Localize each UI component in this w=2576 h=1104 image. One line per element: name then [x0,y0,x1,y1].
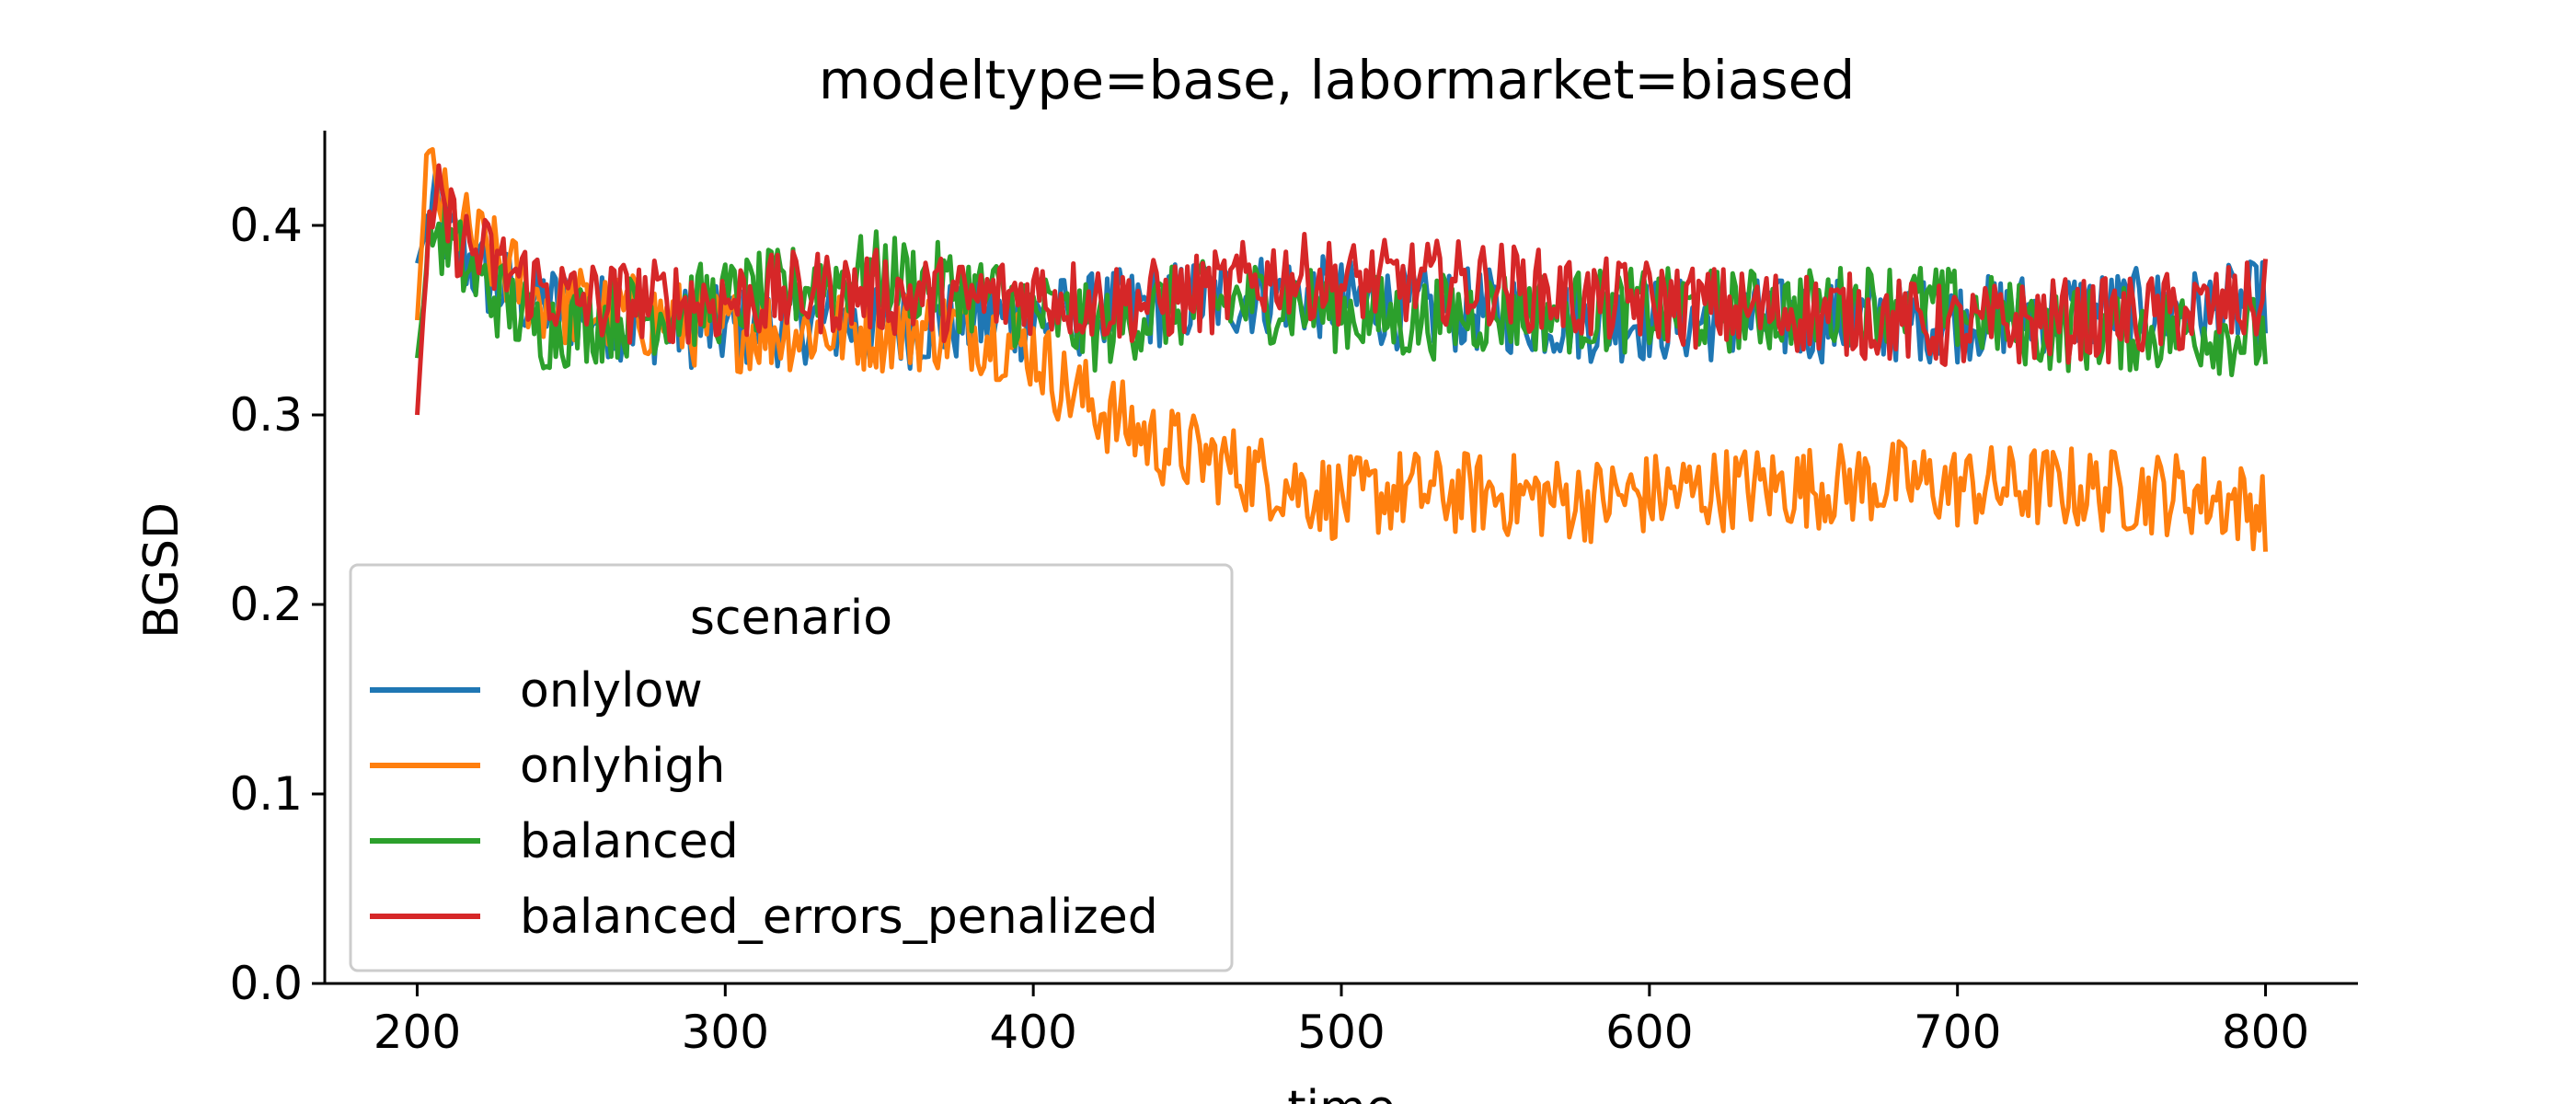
x-tick-label: 600 [1605,1006,1693,1059]
legend-label-onlylow: onlylow [520,663,703,719]
x-tick-label: 200 [374,1006,461,1059]
y-axis-label: BGSD [134,502,190,638]
x-tick-label: 500 [1297,1006,1385,1059]
x-tick-label: 700 [1914,1006,2001,1059]
x-tick-label: 400 [989,1006,1076,1059]
series-line-onlylow [415,167,2268,371]
y-tick-label: 0.4 [229,199,303,252]
x-tick-label: 300 [682,1006,769,1059]
y-tick-label: 0.1 [229,767,303,821]
legend-label-balanced: balanced [520,814,739,869]
x-tick-label: 800 [2222,1006,2309,1059]
chart-title: modeltype=base, labormarket=biased [819,49,1855,111]
legend: scenario onlylow onlyhigh balanced balanced… [349,563,1234,972]
x-axis-label: time [1287,1081,1395,1104]
legend-title: scenario [690,591,892,646]
series-line-balanced [415,201,2268,377]
legend-box [349,563,1234,972]
series-layer [415,146,2268,552]
series-line-onlyhigh [415,146,2268,552]
legend-label-balanced-errors-penalized: balanced_errors_penalized [520,890,1158,945]
legend-entries: onlylow onlyhigh balanced balanced_errors_p… [370,663,1158,945]
legend-label-onlyhigh: onlyhigh [520,739,725,794]
y-tick-label: 0.2 [229,578,303,631]
y-tick-label: 0.0 [229,957,303,1010]
y-tick-label: 0.3 [229,388,303,442]
ticks-layer: 200 300 400 500 600 700 800 0.0 0.1 0.2 0.3 0.4 [229,199,2309,1059]
series-line-balanced-errors-penalized [415,163,2268,416]
